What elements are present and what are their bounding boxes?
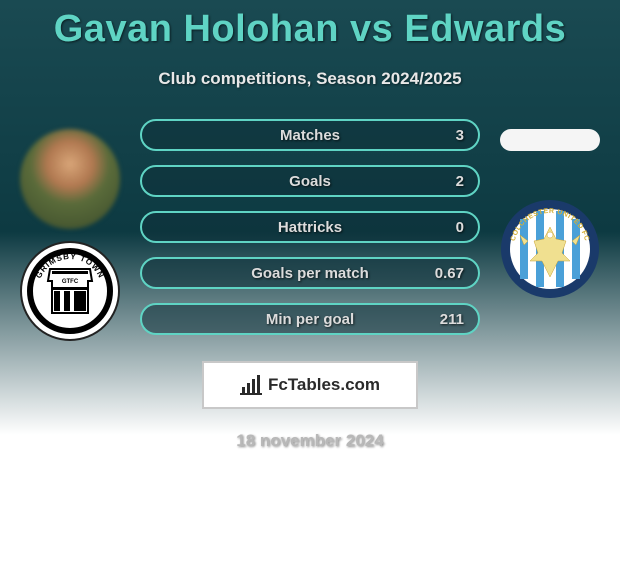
comparison-panel: GTFC GRIMSBY TOWN: [0, 119, 620, 349]
colchester-united-badge-icon: COLCHESTER UNITED FC: [500, 199, 600, 299]
grimsby-town-badge-icon: GTFC GRIMSBY TOWN: [20, 241, 120, 341]
stat-value-right: 211: [440, 311, 464, 328]
stats-list: Matches 3 Goals 2 Hattricks 0 Goals per …: [140, 119, 480, 349]
left-player-column: GTFC GRIMSBY TOWN: [10, 119, 130, 341]
stat-label: Goals: [289, 173, 331, 190]
stat-label: Min per goal: [266, 311, 354, 328]
svg-text:GTFC: GTFC: [62, 279, 79, 285]
date-label: 18 november 2024: [0, 431, 620, 451]
stat-label: Goals per match: [251, 265, 369, 282]
stat-row-matches: Matches 3: [140, 119, 480, 151]
stat-row-hattricks: Hattricks 0: [140, 211, 480, 243]
subtitle: Club competitions, Season 2024/2025: [0, 69, 620, 89]
stat-value-right: 2: [456, 173, 464, 190]
brand-label: FcTables.com: [268, 375, 380, 395]
left-club-logo: GTFC GRIMSBY TOWN: [20, 241, 120, 341]
right-club-logo: COLCHESTER UNITED FC: [500, 199, 600, 299]
stat-label: Hattricks: [278, 219, 342, 236]
stat-value-right: 3: [456, 127, 464, 144]
right-player-column: COLCHESTER UNITED FC: [490, 119, 610, 299]
stat-row-goals-per-match: Goals per match 0.67: [140, 257, 480, 289]
bar-chart-icon: [240, 375, 262, 395]
brand-box[interactable]: FcTables.com: [202, 361, 418, 409]
stat-label: Matches: [280, 127, 340, 144]
stat-value-right: 0: [456, 219, 464, 236]
player-photo-left: [20, 129, 120, 229]
stat-row-goals: Goals 2: [140, 165, 480, 197]
stat-row-min-per-goal: Min per goal 211: [140, 303, 480, 335]
player-photo-right-placeholder: [500, 129, 600, 151]
stat-value-right: 0.67: [435, 265, 464, 282]
page-title: Gavan Holohan vs Edwards: [0, 0, 620, 51]
